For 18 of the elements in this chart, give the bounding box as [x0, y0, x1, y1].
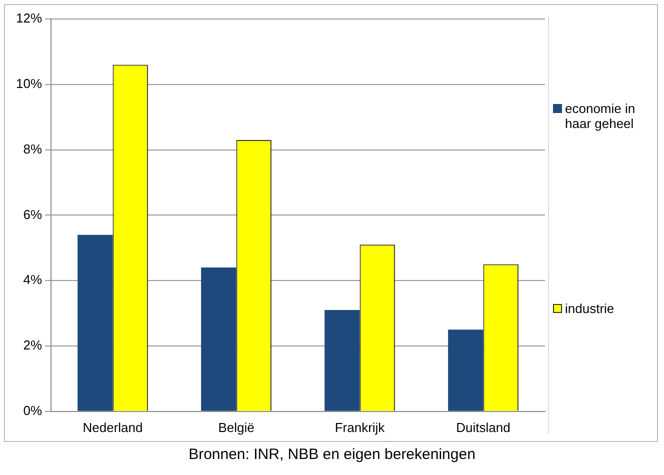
y-tick-label: 6%: [23, 206, 42, 222]
y-tick-label: 8%: [23, 141, 42, 156]
legend-label: industrie: [565, 301, 614, 316]
x-tick-label: Nederland: [82, 420, 143, 435]
y-tick-label: 0%: [23, 402, 42, 418]
x-tick-label: Duitsland: [456, 420, 510, 435]
y-tick-label: 10%: [16, 76, 42, 91]
y-tick-label: 2%: [23, 338, 42, 353]
text: Bronnen: INR, NBB en eigen berekeningen: [188, 446, 476, 463]
legend-label: economie in haar geheel: [565, 101, 636, 131]
y-tick-label: 4%: [23, 272, 42, 288]
bar: [324, 310, 360, 411]
bar: [448, 330, 484, 411]
bar: [201, 268, 236, 411]
x-tick-label: België: [218, 420, 254, 435]
x-tick-label: Frankrijk: [334, 420, 386, 435]
y-tick-label: 12%: [16, 10, 42, 26]
bar: [78, 234, 113, 411]
